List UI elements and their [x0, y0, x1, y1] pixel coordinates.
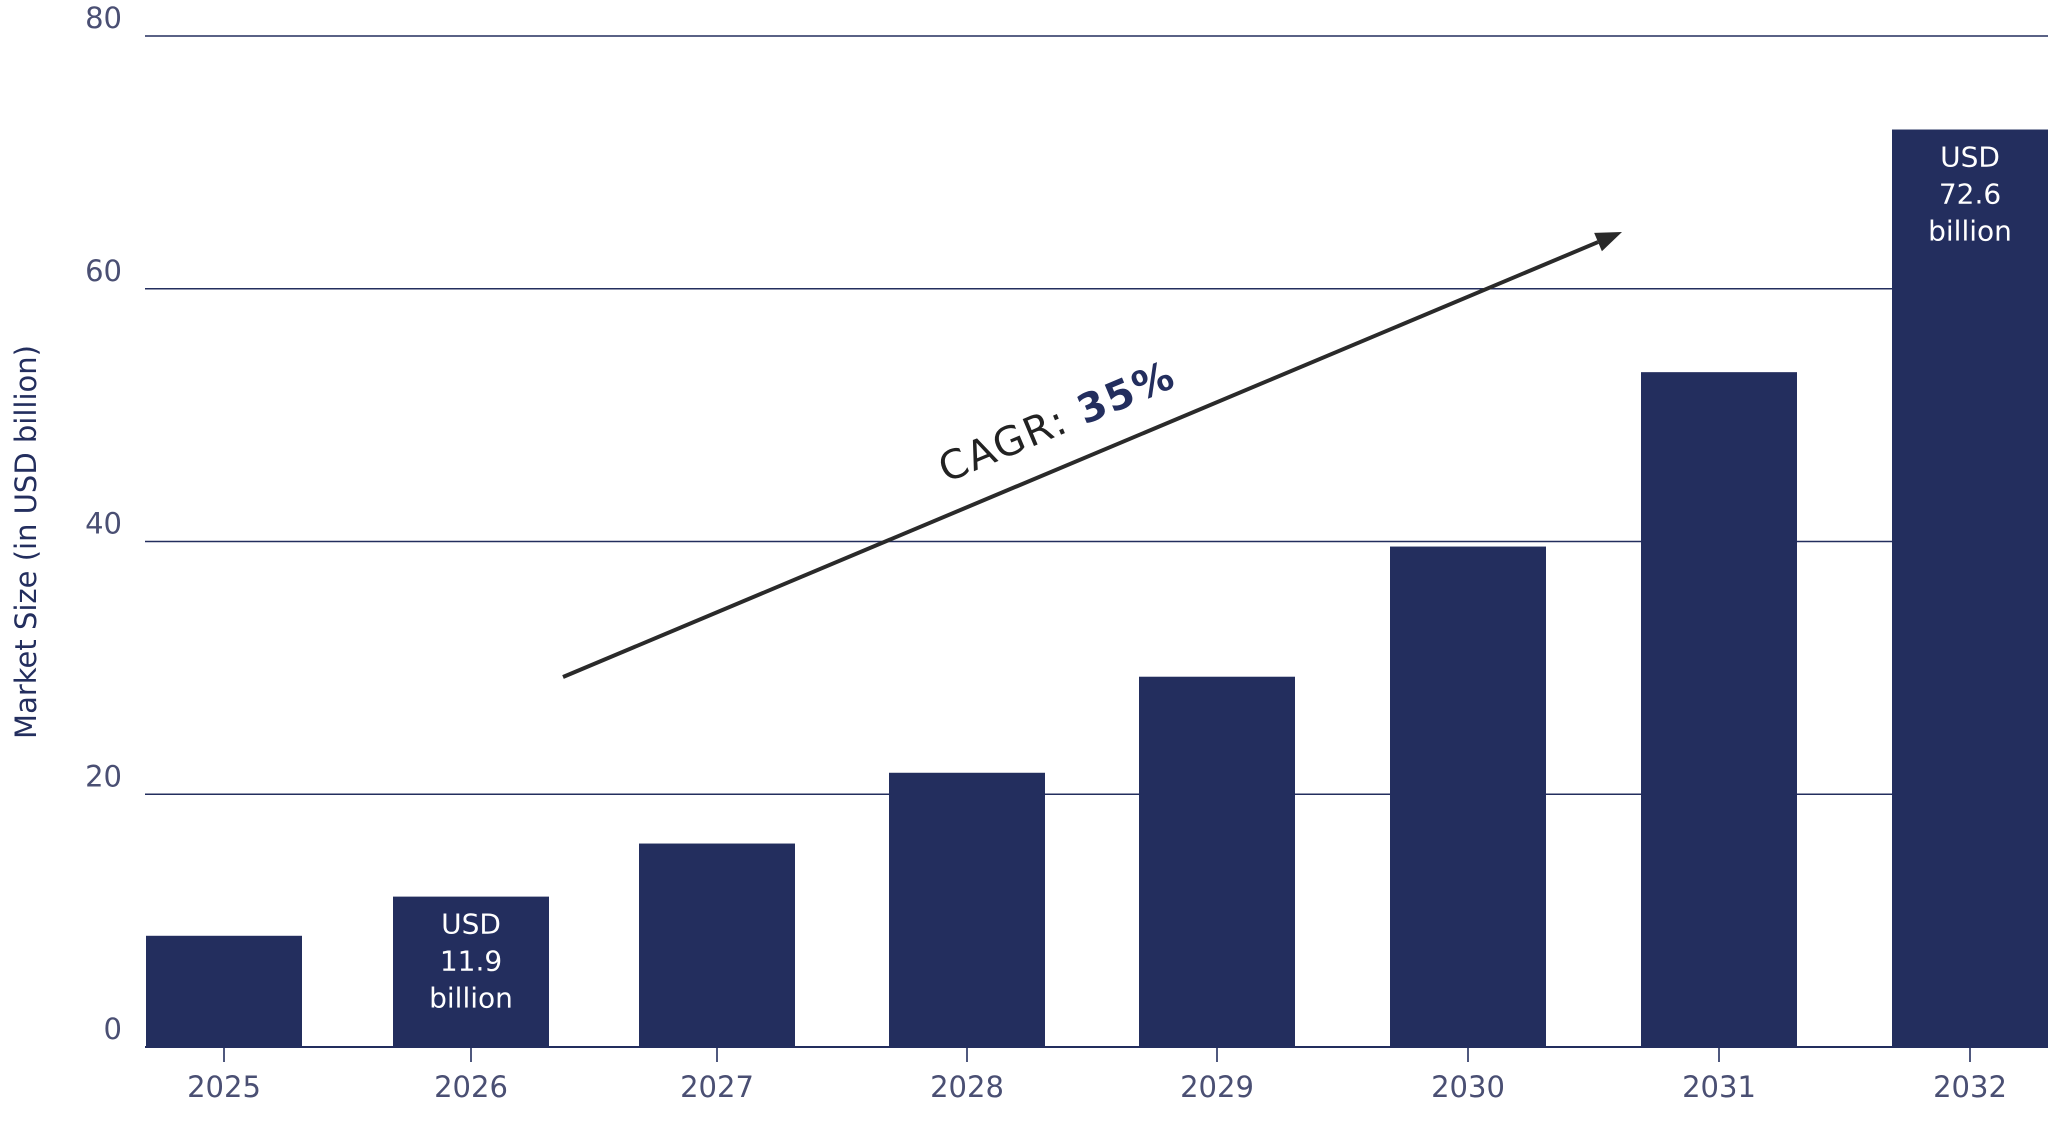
y-axis-ticks: 0 20 40 60 80 [85, 1, 122, 1046]
x-tick-label: 2029 [1180, 1070, 1254, 1104]
x-tick-label: 2025 [187, 1070, 261, 1104]
bar-data-label: USD [1940, 141, 2000, 174]
x-tick-label: 2028 [930, 1070, 1004, 1104]
bars [146, 129, 2048, 1048]
bar-2029 [1139, 676, 1295, 1047]
bar-data-label: USD [441, 908, 501, 941]
y-axis-label: Market Size (in USD billion) [9, 345, 43, 739]
x-tick-label: 2032 [1933, 1070, 2007, 1104]
bar-2026 [393, 896, 549, 1047]
x-tick-label: 2026 [434, 1070, 508, 1104]
bar-2031 [1641, 372, 1797, 1048]
x-tick-label: 2027 [680, 1070, 754, 1104]
cagr-label-prefix: CAGR: [932, 392, 1088, 493]
bar-2032 [1892, 129, 2048, 1047]
y-tick-label: 20 [85, 759, 122, 793]
bar-data-label: billion [1928, 215, 2012, 248]
y-tick-label: 80 [85, 1, 122, 35]
bar-2027 [639, 843, 795, 1047]
x-tick-label: 2030 [1431, 1070, 1505, 1104]
y-tick-label: 40 [85, 507, 122, 541]
bar-data-label: billion [429, 982, 513, 1015]
x-axis-ticks: 2025 2026 2027 2028 2029 2030 2031 2032 [187, 1047, 2007, 1104]
x-tick-label: 2031 [1682, 1070, 1756, 1104]
bar-data-label: 72.6 [1939, 178, 2001, 211]
y-tick-label: 0 [104, 1012, 122, 1046]
bar-data-label: 11.9 [440, 945, 502, 978]
bar-2025 [146, 935, 302, 1047]
bar-2028 [889, 772, 1045, 1047]
bar-data-labels: USD 11.9 billion USD 72.6 billion [429, 141, 2012, 1015]
y-tick-label: 60 [85, 254, 122, 288]
cagr-arrow-head [1594, 232, 1622, 252]
cagr-arrow-line [562, 240, 1599, 679]
bar-2030 [1390, 546, 1546, 1047]
